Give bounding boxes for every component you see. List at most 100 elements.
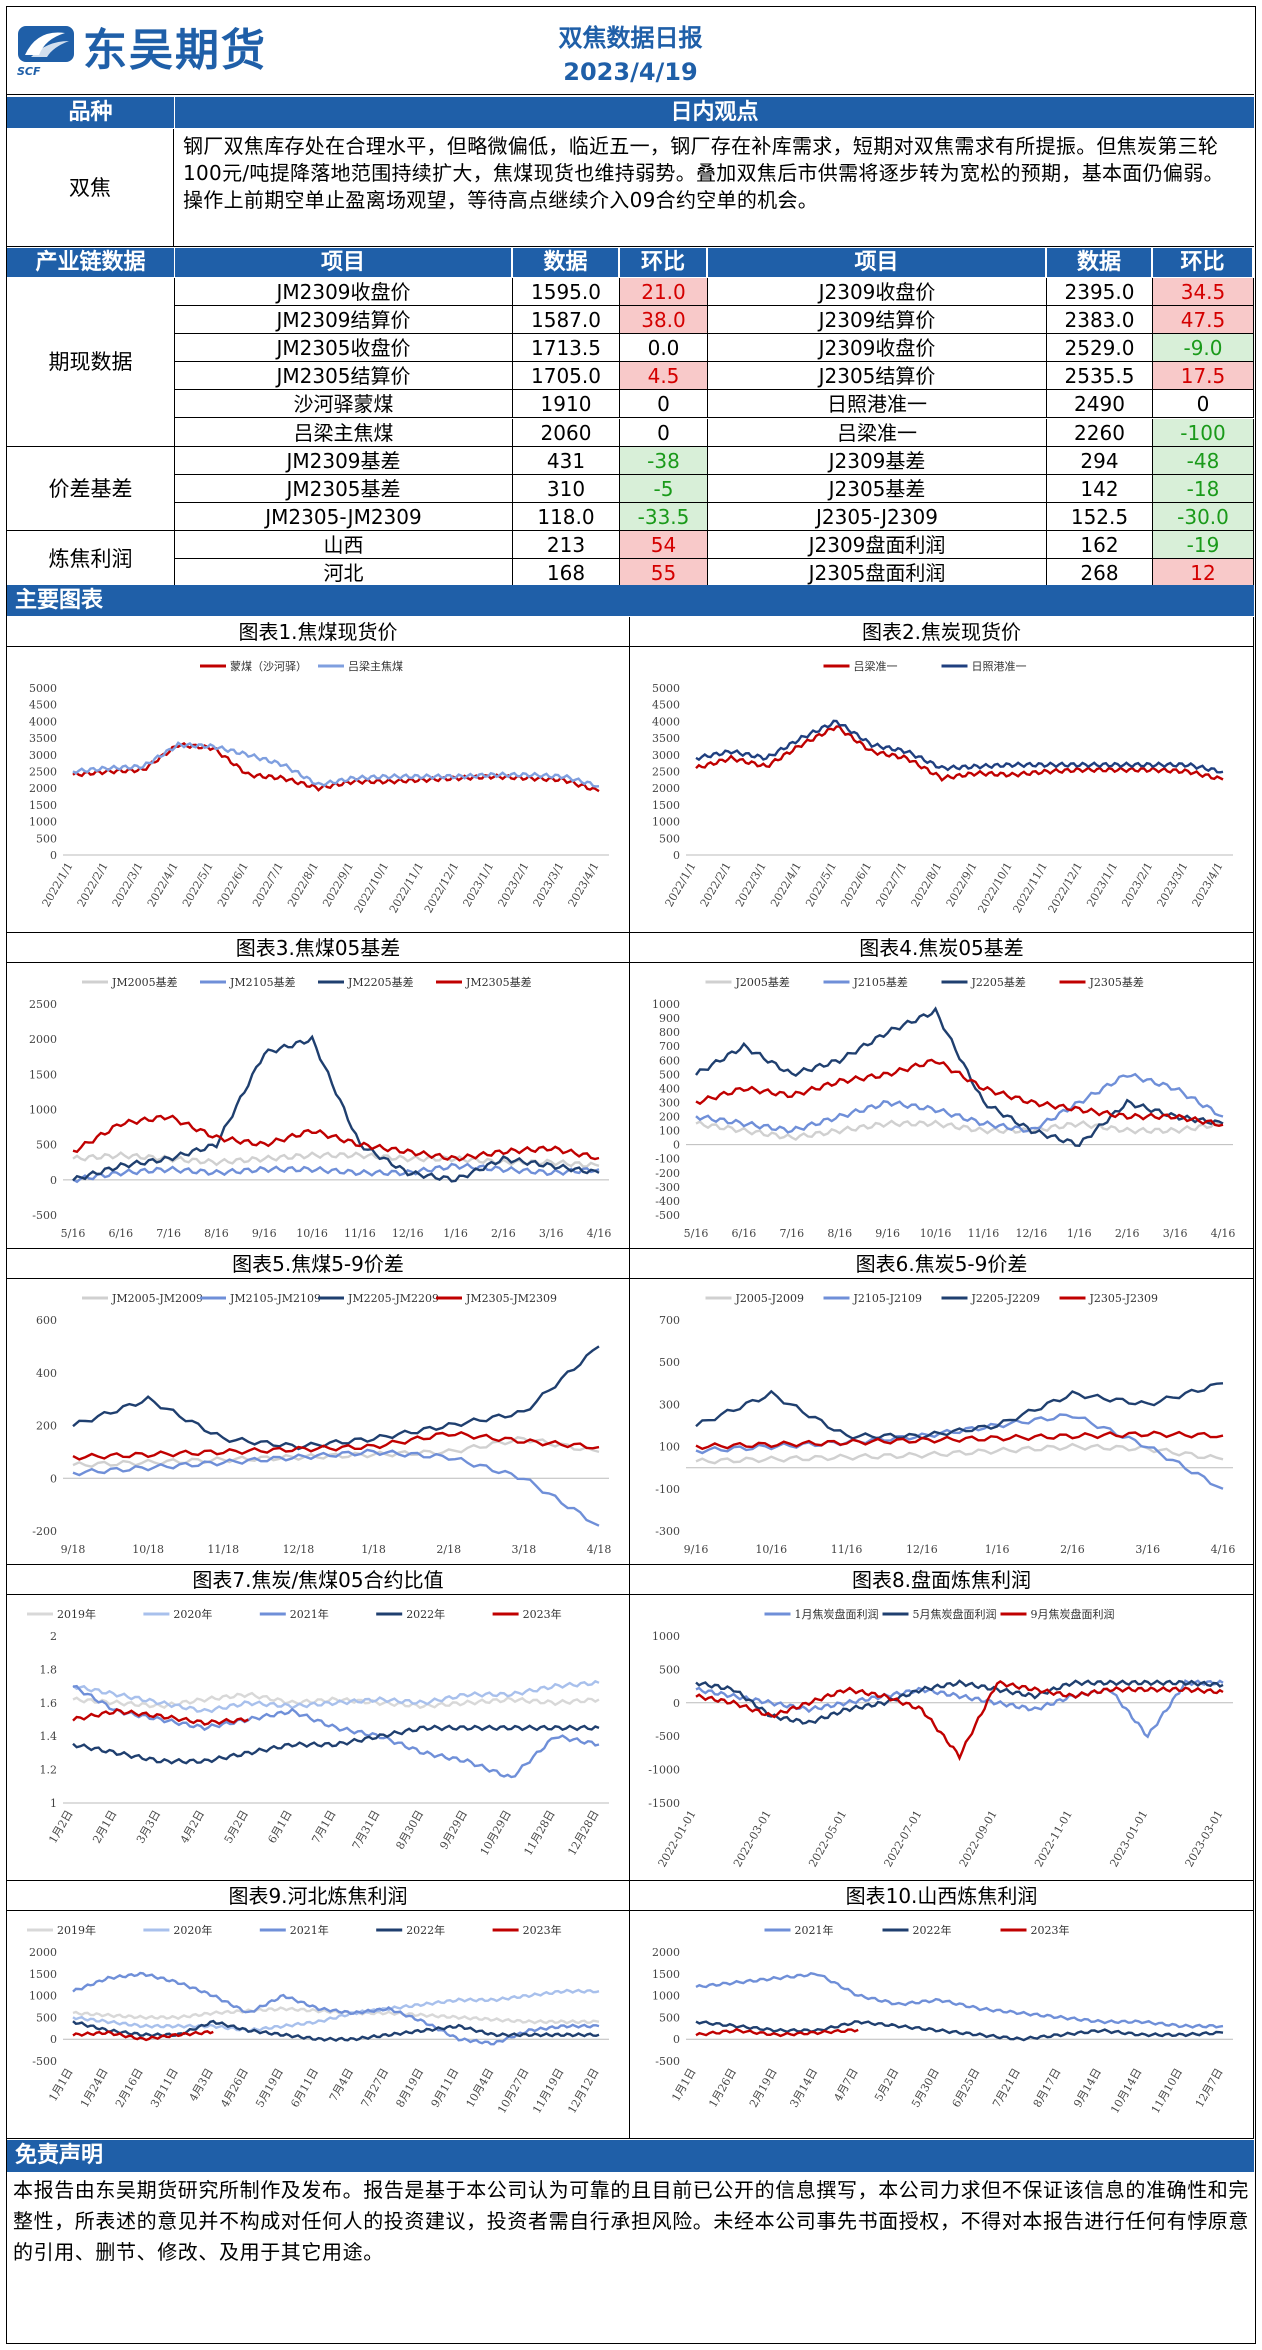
x-tick-label: 1月24日 — [78, 2066, 111, 2110]
view-header: 日内观点 — [175, 97, 1254, 128]
chart-svg: J2005-J2009 J2105-J2109 J2205-J2209 J2305-J… — [655, 1292, 1236, 1556]
x-tick-label: 10/16 — [920, 1227, 952, 1240]
x-tick-label: 3月14日 — [787, 2066, 820, 2110]
y-tick-label: 2000 — [29, 1033, 57, 1046]
chain-value: 142 — [1047, 474, 1153, 503]
series-line — [695, 1058, 1224, 1128]
chain-value: 1595.0 — [513, 278, 620, 307]
x-tick-label: 5月19日 — [253, 2066, 286, 2110]
chain-value: 2395.0 — [1047, 278, 1153, 307]
series-line — [72, 1691, 600, 1710]
x-tick-label: 1/16 — [985, 1543, 1010, 1556]
x-tick-label: 2022/6/1 — [838, 860, 874, 909]
chart-title: 图表9.河北炼焦利润 — [7, 1881, 629, 1911]
y-tick-label: -300 — [655, 1181, 680, 1194]
x-tick-label: 9/18 — [61, 1543, 86, 1556]
y-tick-label: 2000 — [29, 1946, 57, 1959]
x-tick-label: 8/16 — [204, 1227, 229, 1240]
chain-value: 2535.5 — [1047, 362, 1153, 391]
y-tick-label: 3000 — [29, 749, 57, 762]
x-tick-label: 10/16 — [755, 1543, 787, 1556]
chain-change: 4.5 — [620, 362, 708, 391]
y-tick-label: -100 — [655, 1153, 680, 1166]
x-tick-label: 11/16 — [968, 1227, 1000, 1240]
series-line — [695, 1119, 1224, 1142]
legend-label: J2105-J2109 — [853, 1292, 923, 1305]
series-line — [695, 1430, 1224, 1451]
y-tick-label: 4000 — [652, 715, 680, 728]
chart-panel: 图表3.焦煤05基差 JM2005基差 JM2105基差 JM2205基差 JM2305… — [7, 933, 630, 1249]
chain-change: -48 — [1153, 446, 1254, 475]
x-tick-label: 2022/12/1 — [422, 860, 461, 915]
series-line — [72, 1708, 249, 1726]
x-tick-label: 2月16日 — [113, 2066, 146, 2110]
series-line — [695, 1382, 1224, 1440]
chart-svg: J2005基差 J2105基差 J2205基差 J2305基差 -500-400-300… — [652, 975, 1236, 1240]
chain-change: -18 — [1153, 474, 1254, 503]
chain-change: 55 — [620, 559, 708, 588]
chart-title: 图表2.焦炭现货价 — [630, 617, 1253, 647]
x-tick-label: 3/16 — [539, 1227, 564, 1240]
x-tick-label: 5月2日 — [872, 2066, 901, 2104]
chart-svg: 2019年 2020年 2021年 2022年 2023年 -500 0 500 1000 150… — [27, 1923, 609, 2116]
y-tick-label: 0 — [673, 2033, 680, 2046]
y-tick-label: 500 — [659, 832, 680, 845]
x-tick-label: 6月11日 — [288, 2066, 321, 2110]
chain-col-header: 环比 — [1153, 248, 1253, 277]
series-line — [72, 1151, 600, 1168]
x-tick-label: 1月1日 — [46, 2066, 75, 2104]
observation-text: 钢厂双焦库存处在合理水平，但略微偏低，临近五一，钢厂存在补库需求，短期对双焦需求… — [183, 134, 1224, 212]
chain-change: 0 — [620, 390, 708, 419]
x-tick-label: 4/16 — [1211, 1227, 1236, 1240]
chain-value: 2490 — [1047, 390, 1153, 419]
series-line — [72, 1988, 600, 2034]
x-tick-label: 3月3日 — [134, 1808, 163, 1846]
x-tick-label: 2022-05-01 — [806, 1808, 849, 1869]
x-tick-label: 4/16 — [1211, 1543, 1236, 1556]
chain-col-header: 项目 — [708, 248, 1046, 277]
x-tick-label: 2022/11/1 — [387, 860, 426, 915]
x-tick-label: 2022-03-01 — [731, 1808, 774, 1869]
y-tick-label: 500 — [36, 1139, 57, 1152]
disclaimer-text: 本报告由东吴期货研究所制作及发布。报告是基于本公司认为可靠的且目前已公开的信息撰… — [13, 2178, 1249, 2264]
y-tick-label: 1000 — [652, 998, 680, 1011]
x-tick-label: 2022/9/1 — [944, 860, 980, 909]
chain-col-header: 数据 — [1047, 248, 1152, 277]
chain-change: -19 — [1153, 530, 1254, 559]
chain-change: 0 — [620, 418, 708, 447]
chain-item: 山西 — [175, 530, 513, 559]
y-tick-label: 1500 — [29, 799, 57, 812]
x-tick-label: 10月27日 — [495, 2066, 531, 2116]
x-tick-label: 4月3日 — [187, 2066, 216, 2104]
y-tick-label: -400 — [655, 1195, 680, 1208]
y-tick-label: 1000 — [652, 1990, 680, 2003]
y-tick-label: -1500 — [648, 1797, 680, 1810]
chain-change: 47.5 — [1153, 306, 1254, 335]
x-tick-label: 6/16 — [108, 1227, 133, 1240]
y-tick-label: -1000 — [648, 1764, 680, 1777]
chain-item: 河北 — [175, 559, 513, 588]
legend-label: 2021年 — [290, 1607, 329, 1621]
legend-label: 2023年 — [523, 1607, 562, 1621]
chain-item: J2305基差 — [708, 474, 1047, 503]
y-tick-label: 500 — [659, 1356, 680, 1369]
chain-item: J2305结算价 — [708, 362, 1047, 391]
x-tick-label: 2022/3/1 — [110, 860, 146, 909]
x-tick-label: 2022-09-01 — [957, 1808, 1000, 1869]
x-tick-label: 3/16 — [1163, 1227, 1188, 1240]
x-tick-label: 11/16 — [831, 1543, 863, 1556]
chain-item: JM2305收盘价 — [175, 334, 513, 363]
chain-item: J2309盘面利润 — [708, 530, 1047, 559]
x-tick-label: 6月25日 — [950, 2066, 983, 2110]
y-tick-label: 1000 — [29, 1104, 57, 1117]
chain-item: JM2309结算价 — [175, 306, 513, 335]
chain-item: 吕梁主焦煤 — [175, 418, 513, 447]
y-tick-label: -100 — [655, 1483, 680, 1496]
x-tick-label: 8月30日 — [394, 1808, 427, 1852]
x-tick-label: 2022/1/1 — [40, 860, 76, 909]
chain-change: 21.0 — [620, 278, 708, 307]
chart-svg: 2021年 2022年 2023年 -500 0 500 1000 1500 2000 1月1日 1… — [652, 1923, 1233, 2116]
chain-value: 2060 — [513, 418, 620, 447]
legend-label: 1月焦炭盘面利润 — [795, 1607, 879, 1621]
chain-value: 268 — [1047, 559, 1153, 588]
